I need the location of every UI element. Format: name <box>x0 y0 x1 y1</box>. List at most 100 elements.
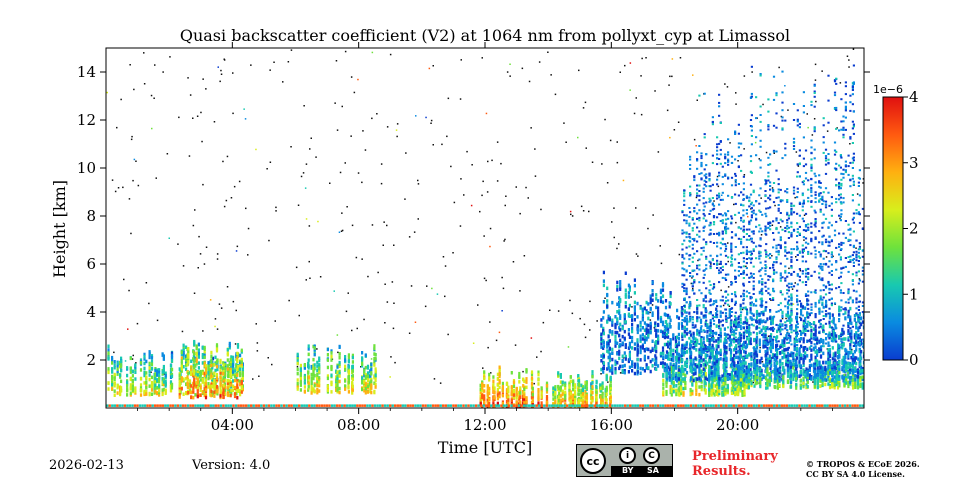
heatmap-cell <box>633 308 636 313</box>
heatmap-cell <box>674 338 678 342</box>
noise-speck <box>504 204 506 207</box>
noise-speck <box>346 206 348 208</box>
heatmap-cell <box>749 338 752 342</box>
heatmap-cell <box>793 344 796 348</box>
heatmap-cell <box>704 315 707 319</box>
heatmap-cell <box>185 367 188 371</box>
heatmap-cell <box>645 327 648 331</box>
heatmap-cell <box>316 360 319 365</box>
heatmap-cell <box>154 387 157 392</box>
noise-speck <box>584 336 587 339</box>
heatmap-cell <box>672 355 675 359</box>
heatmap-cell <box>729 353 733 358</box>
noise-speck <box>754 141 757 144</box>
heatmap-cell <box>776 355 779 360</box>
heatmap-cell <box>605 377 608 382</box>
heatmap-cell <box>170 374 174 379</box>
heatmap-cell <box>691 378 694 383</box>
heatmap-cell <box>210 360 213 364</box>
heatmap-cell <box>347 353 350 357</box>
noise-speck <box>839 82 842 84</box>
heatmap-cell <box>609 366 612 371</box>
noise-speck <box>341 105 343 108</box>
noise-speck <box>596 320 598 322</box>
heatmap-cell <box>236 345 240 349</box>
noise-speck <box>256 350 259 352</box>
heatmap-cell <box>558 392 561 396</box>
heatmap-cell <box>219 376 222 380</box>
heatmap-cell <box>229 393 232 398</box>
heatmap-cell <box>313 346 316 350</box>
heatmap-cell <box>664 334 668 339</box>
heatmap-cell <box>616 280 619 285</box>
heatmap-cell <box>335 369 338 373</box>
noise-speck <box>549 309 551 311</box>
noise-speck <box>132 354 134 357</box>
heatmap-cell <box>581 389 585 393</box>
heatmap-cell <box>661 294 665 298</box>
noise-speck <box>219 80 221 83</box>
heatmap-cell <box>224 366 227 371</box>
noise-speck <box>266 168 268 170</box>
heatmap-cell <box>505 389 509 394</box>
heatmap-cell <box>649 349 652 354</box>
noise-speck <box>640 75 642 77</box>
heatmap-cell <box>161 376 164 381</box>
noise-speck <box>395 129 398 131</box>
noise-speck <box>606 182 609 184</box>
heatmap-cell <box>704 372 707 376</box>
heatmap-cell <box>600 386 603 391</box>
heatmap-cell <box>564 398 567 402</box>
noise-speck <box>856 193 859 195</box>
noise-speck <box>344 162 346 164</box>
heatmap-cell <box>126 366 129 370</box>
heatmap-cell <box>692 367 695 371</box>
heatmap-cell <box>717 358 720 362</box>
heatmap-cell <box>643 369 646 373</box>
heatmap-cell <box>699 344 703 349</box>
noise-speck <box>616 141 618 143</box>
heatmap-cell <box>649 330 652 335</box>
noise-speck <box>371 117 373 120</box>
heatmap-cell <box>639 324 642 328</box>
heatmap-cell <box>148 363 151 368</box>
heatmap-cell <box>564 396 567 400</box>
heatmap-cell <box>655 340 658 344</box>
heatmap-cell <box>819 347 823 352</box>
noise-speck <box>803 214 806 216</box>
noise-speck <box>505 195 507 197</box>
heatmap-cell <box>631 360 634 364</box>
noise-speck <box>392 327 395 330</box>
heatmap-cell <box>741 372 744 376</box>
heatmap-cell <box>211 374 215 379</box>
noise-speck <box>308 260 310 263</box>
heatmap-cell <box>307 375 310 380</box>
heatmap-cell <box>236 373 239 377</box>
heatmap-cell <box>318 389 321 393</box>
heatmap-cell <box>344 367 347 372</box>
heatmap-cell <box>822 324 825 328</box>
heatmap-cell <box>600 354 603 358</box>
heatmap-cell <box>307 361 310 366</box>
heatmap-cell <box>600 398 603 402</box>
heatmap-cell <box>698 354 701 359</box>
heatmap-cell <box>338 360 341 365</box>
heatmap-cell <box>847 331 850 335</box>
heatmap-cell <box>696 377 699 381</box>
heatmap-cell <box>800 356 803 361</box>
heatmap-cell <box>584 390 587 394</box>
heatmap-cell <box>645 329 648 334</box>
heatmap-cell <box>749 301 752 306</box>
heatmap-cell <box>665 354 669 359</box>
heatmap-cell <box>659 296 663 300</box>
heatmap-cell <box>755 332 759 336</box>
noise-speck <box>367 275 369 278</box>
heatmap-cell <box>232 355 235 360</box>
heatmap-cell <box>310 386 313 391</box>
heatmap-cell <box>580 383 583 388</box>
heatmap-cell <box>316 376 319 381</box>
heatmap-cell <box>569 394 572 398</box>
heatmap-cell <box>143 366 146 371</box>
noise-speck <box>826 130 829 132</box>
heatmap-cell <box>201 355 204 360</box>
